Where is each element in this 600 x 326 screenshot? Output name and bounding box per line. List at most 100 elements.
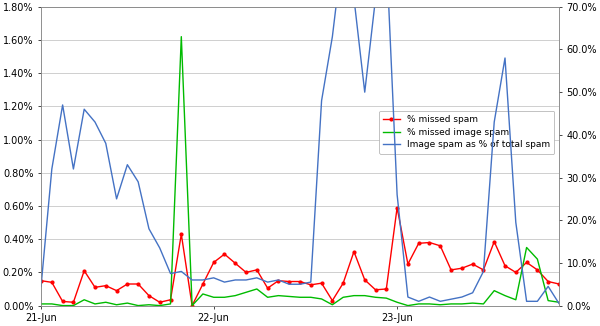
% missed image spam: [91, 302, 98, 306]
Image spam as % of total spam: [80, 107, 88, 111]
% missed spam: [221, 252, 228, 256]
% missed image spam: [502, 294, 509, 298]
Image spam as % of total spam: [91, 120, 98, 124]
Image spam as % of total spam: [134, 180, 142, 184]
% missed image spam: [178, 35, 185, 38]
% missed image spam: [372, 295, 379, 299]
% missed spam: [502, 264, 509, 268]
% missed image spam: [253, 287, 260, 291]
Image spam as % of total spam: [221, 280, 228, 284]
Image spam as % of total spam: [253, 276, 260, 280]
Image spam as % of total spam: [286, 282, 293, 286]
% missed spam: [264, 286, 271, 290]
% missed image spam: [534, 257, 541, 261]
Image spam as % of total spam: [458, 295, 466, 299]
% missed image spam: [394, 300, 401, 304]
% missed spam: [70, 300, 77, 304]
Image spam as % of total spam: [156, 246, 163, 250]
% missed spam: [37, 279, 44, 283]
% missed spam: [199, 282, 206, 286]
% missed image spam: [307, 295, 314, 299]
Image spam as % of total spam: [480, 270, 487, 274]
% missed image spam: [545, 299, 552, 303]
% missed image spam: [156, 304, 163, 307]
% missed spam: [523, 260, 530, 264]
Image spam as % of total spam: [534, 299, 541, 303]
Image spam as % of total spam: [361, 90, 368, 94]
Image spam as % of total spam: [307, 280, 314, 284]
% missed spam: [307, 283, 314, 287]
% missed spam: [134, 282, 142, 286]
% missed spam: [178, 232, 185, 236]
% missed image spam: [167, 302, 174, 306]
% missed spam: [232, 261, 239, 265]
Image spam as % of total spam: [59, 103, 66, 107]
Image spam as % of total spam: [512, 220, 520, 224]
% missed spam: [350, 250, 358, 254]
% missed spam: [48, 280, 55, 284]
% missed spam: [480, 268, 487, 272]
% missed image spam: [350, 294, 358, 298]
Image spam as % of total spam: [523, 299, 530, 303]
% missed image spam: [556, 300, 563, 304]
% missed image spam: [59, 304, 66, 307]
% missed image spam: [48, 302, 55, 306]
Image spam as % of total spam: [102, 141, 109, 145]
% missed image spam: [340, 295, 347, 299]
% missed image spam: [102, 300, 109, 304]
Image spam as % of total spam: [145, 227, 152, 231]
% missed image spam: [145, 303, 152, 307]
% missed image spam: [296, 295, 304, 299]
% missed spam: [91, 285, 98, 289]
% missed spam: [318, 281, 325, 285]
% missed image spam: [134, 304, 142, 307]
% missed image spam: [523, 245, 530, 249]
% missed spam: [59, 300, 66, 304]
% missed image spam: [275, 294, 282, 298]
% missed image spam: [188, 304, 196, 307]
% missed spam: [253, 268, 260, 272]
% missed image spam: [318, 297, 325, 301]
% missed image spam: [221, 295, 228, 299]
% missed spam: [469, 262, 476, 266]
% missed spam: [145, 294, 152, 298]
% missed image spam: [80, 298, 88, 302]
% missed image spam: [426, 302, 433, 306]
Image spam as % of total spam: [469, 291, 476, 295]
% missed spam: [275, 279, 282, 283]
Image spam as % of total spam: [318, 99, 325, 103]
% missed spam: [491, 240, 498, 244]
% missed image spam: [210, 295, 217, 299]
% missed image spam: [113, 303, 120, 307]
% missed spam: [102, 284, 109, 288]
% missed spam: [437, 244, 444, 248]
% missed image spam: [199, 292, 206, 296]
Legend: % missed spam, % missed image spam, Image spam as % of total spam: % missed spam, % missed image spam, Imag…: [379, 111, 554, 154]
Image spam as % of total spam: [48, 167, 55, 171]
% missed image spam: [70, 304, 77, 307]
Image spam as % of total spam: [178, 270, 185, 274]
% missed spam: [512, 271, 520, 274]
Image spam as % of total spam: [394, 193, 401, 197]
% missed spam: [534, 268, 541, 272]
% missed image spam: [124, 301, 131, 305]
% missed image spam: [437, 303, 444, 307]
Image spam as % of total spam: [188, 278, 196, 282]
% missed image spam: [415, 302, 422, 306]
% missed spam: [296, 280, 304, 284]
% missed spam: [188, 304, 196, 307]
% missed image spam: [448, 302, 455, 306]
% missed image spam: [286, 294, 293, 298]
Line: % missed image spam: % missed image spam: [41, 37, 559, 305]
% missed image spam: [469, 301, 476, 305]
Image spam as % of total spam: [502, 56, 509, 60]
% missed image spam: [512, 298, 520, 302]
% missed spam: [394, 206, 401, 210]
Image spam as % of total spam: [124, 163, 131, 167]
Image spam as % of total spam: [404, 295, 412, 299]
Line: % missed spam: % missed spam: [40, 206, 560, 307]
Image spam as % of total spam: [426, 295, 433, 299]
% missed image spam: [404, 304, 412, 307]
% missed spam: [415, 241, 422, 245]
% missed image spam: [458, 302, 466, 306]
